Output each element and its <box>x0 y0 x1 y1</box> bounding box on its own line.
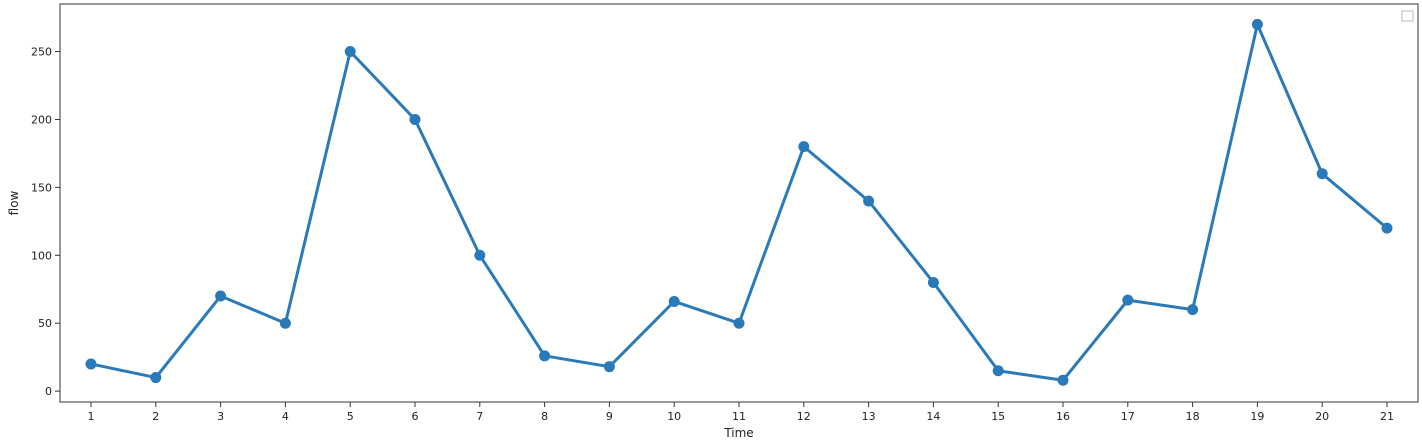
data-point <box>150 372 162 384</box>
y-tick-label: 200 <box>31 113 52 126</box>
x-tick-label: 5 <box>347 410 354 423</box>
x-tick-label: 15 <box>991 410 1005 423</box>
x-axis: 1 2 3 4 5 6 7 8 9 10 11 12 13 14 15 16 17 18 19 20 21 <box>88 402 1394 423</box>
x-tick-label: 10 <box>667 410 681 423</box>
x-tick-label: 17 <box>1121 410 1135 423</box>
data-point <box>733 317 745 329</box>
x-tick-label: 19 <box>1250 410 1264 423</box>
plot-area <box>59 3 1419 403</box>
data-point <box>85 358 97 370</box>
data-point <box>215 290 227 302</box>
y-tick-label: 150 <box>31 181 52 194</box>
x-tick-label: 8 <box>541 410 548 423</box>
x-tick-label: 16 <box>1056 410 1070 423</box>
x-tick-label: 3 <box>217 410 224 423</box>
x-tick-label: 13 <box>862 410 876 423</box>
data-point <box>344 46 356 58</box>
data-point <box>539 350 551 362</box>
y-axis: 0 50 100 150 200 250 <box>31 46 60 398</box>
x-tick-label: 18 <box>1186 410 1200 423</box>
y-tick-label: 250 <box>31 46 52 59</box>
data-point <box>1251 18 1263 30</box>
x-tick-label: 4 <box>282 410 289 423</box>
series-layer <box>85 18 1393 386</box>
x-tick-label: 14 <box>926 410 940 423</box>
data-point <box>474 249 486 261</box>
data-point <box>927 276 939 288</box>
x-tick-label: 7 <box>476 410 483 423</box>
x-tick-label: 11 <box>732 410 746 423</box>
x-tick-label: 21 <box>1380 410 1394 423</box>
legend-box[interactable] <box>1401 10 1414 22</box>
data-point <box>863 195 875 207</box>
y-tick-label: 0 <box>45 385 52 398</box>
data-point <box>1187 304 1199 316</box>
x-axis-label: Time <box>723 426 753 440</box>
y-tick-label: 50 <box>38 317 52 330</box>
data-point <box>798 141 810 153</box>
x-tick-label: 6 <box>412 410 419 423</box>
data-point <box>603 361 615 373</box>
x-tick-label: 1 <box>88 410 95 423</box>
data-point <box>668 295 680 307</box>
data-point <box>1316 168 1328 180</box>
x-tick-label: 12 <box>797 410 811 423</box>
x-tick-label: 20 <box>1315 410 1329 423</box>
data-point <box>409 113 421 125</box>
data-point <box>1057 374 1069 386</box>
x-tick-label: 9 <box>606 410 613 423</box>
data-point <box>1122 294 1134 306</box>
x-tick-label: 2 <box>152 410 159 423</box>
data-point <box>992 365 1004 377</box>
y-tick-label: 100 <box>31 249 52 262</box>
data-point <box>1381 222 1393 234</box>
y-axis-label: flow <box>7 190 21 215</box>
data-point <box>279 317 291 329</box>
